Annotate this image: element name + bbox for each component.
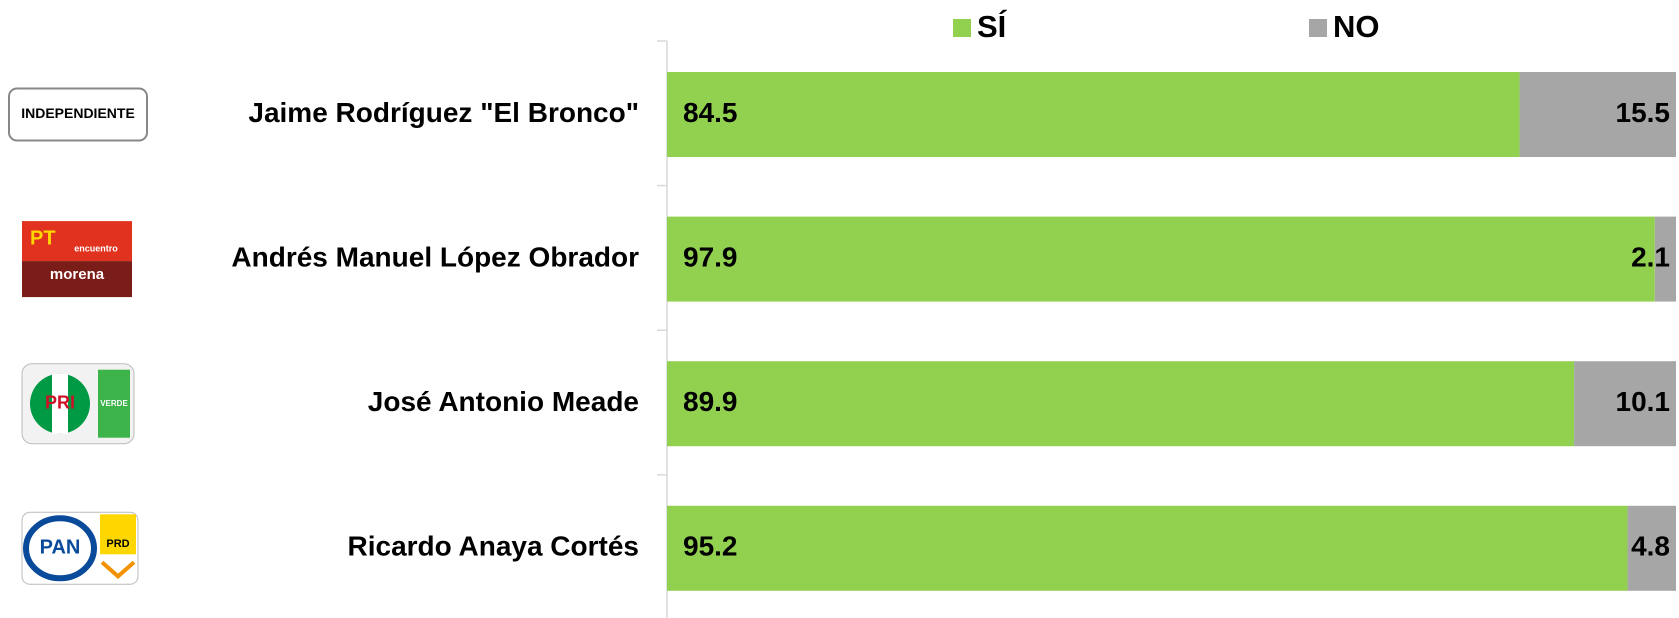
logo-text: PRD <box>106 538 129 550</box>
category-label: Jaime Rodríguez "El Bronco" <box>248 97 639 128</box>
logo-circle <box>23 515 97 582</box>
legend-label: SÍ <box>977 9 1008 44</box>
logo-text: PAN <box>40 537 81 559</box>
category-label: José Antonio Meade <box>368 386 639 417</box>
bar-segment <box>1627 505 1676 591</box>
legend-swatch <box>1309 19 1327 37</box>
category-label: Andrés Manuel López Obrador <box>231 241 639 272</box>
logo-frame <box>8 87 148 142</box>
logo-shape <box>100 560 136 579</box>
value-label: 10.1 <box>1616 386 1671 417</box>
category-label: Ricardo Anaya Cortés <box>348 531 640 562</box>
legend-swatch <box>953 19 971 37</box>
value-label: 97.9 <box>683 241 738 272</box>
bar-segment <box>1574 361 1676 447</box>
legend-label: NO <box>1333 9 1380 44</box>
party-logos: INDEPENDIENTE PT encuentro morena PRI VERDE PA… <box>8 87 148 585</box>
logo-text: INDEPENDIENTE <box>21 105 135 121</box>
bar-segment <box>667 216 1655 302</box>
value-label: 4.8 <box>1631 531 1670 562</box>
bar-segment <box>1519 72 1676 157</box>
logo-box <box>98 369 130 438</box>
logo-text: PRI <box>45 392 75 412</box>
logo-text: morena <box>50 266 105 283</box>
bar-segment <box>667 505 1628 591</box>
bar-segment <box>667 72 1520 157</box>
logo-box <box>100 514 136 555</box>
logo-text: PT <box>30 227 56 249</box>
bar-segment <box>1654 216 1676 302</box>
bar-segment <box>667 361 1575 447</box>
value-label: 84.5 <box>683 97 738 128</box>
value-label: 2.1 <box>1631 241 1670 272</box>
logo-text: encuentro <box>74 243 118 253</box>
value-label: 95.2 <box>683 531 738 562</box>
logo-box <box>52 373 68 434</box>
value-label: 15.5 <box>1616 97 1671 128</box>
value-label: 89.9 <box>683 386 738 417</box>
logo-box <box>22 221 132 262</box>
logo-text: VERDE <box>100 399 128 408</box>
logo-box <box>22 261 132 298</box>
